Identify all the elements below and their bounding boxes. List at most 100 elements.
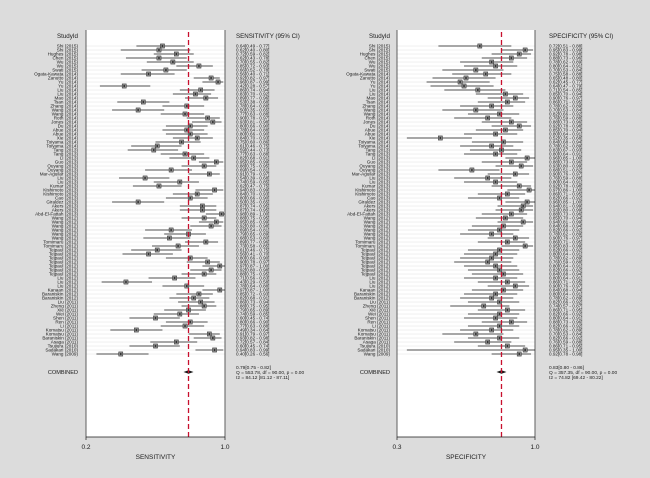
specificity-point-estimate [498,301,501,303]
specificity-study-label: Wang (2012) [364,228,391,233]
sensitivity-combined-stat: Q = 553.78, df = 90.00, p = 0.00 [236,370,304,376]
sensitivity-study-label: Wang (2012) [52,220,79,225]
specificity-point-estimate [463,85,465,87]
specificity-study-label: Wang (2012) [364,236,391,241]
sensitivity-ci-value: 0.90[0.78 - 0.97] [236,116,269,121]
sensitivity-ci-value: 0.53[0.38 - 0.68] [236,100,269,105]
specificity-study-label: Toiyama (2014) [358,140,390,145]
specificity-point-estimate [490,105,493,107]
sensitivity-point-estimate [218,289,221,291]
sensitivity-study-label: Tejpaul (2012) [49,272,79,277]
sensitivity-ci-value: 0.91[0.79 - 0.97] [236,172,269,177]
specificity-point-estimate [510,57,513,59]
specificity-study-label: Ouyang (2013) [359,164,390,169]
specificity-point-estimate [498,325,501,327]
sensitivity-point-estimate [175,53,178,55]
sensitivity-study-label: Abue (2014) [53,132,79,137]
specificity-ci-value: 0.86[0.71 - 0.95] [549,344,582,349]
specificity-ci-value: 0.82[0.66 - 0.92] [549,336,582,341]
sensitivity-point-estimate [189,125,192,127]
sensitivity-ci-value: 0.85[0.72 - 0.93] [236,64,269,69]
specificity-point-estimate [494,153,497,155]
specificity-ci-value: 0.86[0.71 - 0.95] [549,192,582,197]
sensitivity-ci-value: 0.61[0.46 - 0.75] [236,144,269,149]
specificity-point-estimate [484,73,487,75]
specificity-study-label: Wang (2014) [364,108,391,113]
specificity-study-label: Liu (2011) [370,300,391,305]
specificity-study-label: Giraldez (2013) [358,200,390,205]
sensitivity-ci-value: 0.95[0.85 - 0.99] [236,160,269,165]
specificity-study-label: Li (2011) [372,324,390,329]
specificity-ci-value: 0.78[0.62 - 0.89] [549,232,582,237]
sensitivity-study-label: Cao (2013) [55,196,78,201]
specificity-study-label: Chen (2015) [364,56,390,61]
specificity-study-label: Sadakari (2010) [357,348,390,353]
specificity-study-label: Liu (2014) [369,88,390,93]
sensitivity-ci-value: 0.80[0.66 - 0.90] [236,132,269,137]
sensitivity-study-label: Tsujiura (2010) [48,344,79,349]
specificity-point-estimate [490,145,493,147]
specificity-point-estimate [465,77,467,79]
sensitivity-point-estimate [184,113,186,115]
sensitivity-study-label: Tang (2013) [53,152,78,157]
specificity-study-label: Zanutto (2014) [360,76,391,81]
specificity-study-label: Ren (2011) [367,320,390,325]
sensitivity-point-estimate [147,73,150,75]
specificity-ci-value: 0.78[0.62 - 0.89] [549,60,582,65]
specificity-study-label: Abue (2014) [365,132,391,137]
sensitivity-point-estimate [119,353,122,355]
specificity-point-estimate [494,65,497,67]
specificity-ci-value: 0.93[0.80 - 0.99] [549,208,582,213]
specificity-study-label: Komatsu (2011) [358,332,391,337]
specificity-ci-value: 0.78[0.62 - 0.89] [549,144,582,149]
sensitivity-ci-value: 0.86[0.74 - 0.94] [236,88,269,93]
sensitivity-ci-value: 0.43[0.29 - 0.58] [236,280,269,285]
specificity-ci-value: 0.85[0.70 - 0.94] [549,128,582,133]
sensitivity-point-estimate [203,217,206,219]
specificity-ci-value: 0.80[0.64 - 0.91] [549,64,582,69]
specificity-point-estimate [524,49,527,51]
specificity-ci-value: 0.84[0.68 - 0.94] [549,272,582,277]
specificity-point-estimate [459,81,461,83]
specificity-ci-value: 0.88[0.73 - 0.96] [549,320,582,325]
specificity-point-estimate [486,261,489,263]
specificity-point-estimate [514,173,517,175]
sensitivity-point-estimate [198,65,200,67]
specificity-ci-value: 0.94[0.81 - 0.99] [549,204,582,209]
specificity-point-estimate [526,201,529,203]
sensitivity-study-label: Yu (2014) [58,84,78,89]
specificity-ci-value: 0.94[0.81 - 0.99] [549,220,582,225]
sensitivity-study-label: Wang (2012) [52,232,79,237]
specificity-ci-value: 0.78[0.62 - 0.89] [549,256,582,261]
sensitivity-point-estimate [135,329,138,331]
sensitivity-ci-value: 0.62[0.47 - 0.75] [236,184,269,189]
sensitivity-point-estimate [211,337,214,339]
sensitivity-study-label: Ouyang (2013) [47,168,78,173]
sensitivity-study-label: Komatsu (2011) [46,332,79,337]
specificity-point-estimate [476,89,479,91]
sensitivity-ci-value: 0.68[0.53 - 0.80] [236,236,269,241]
specificity-study-label: Baraniskin (2012) [354,292,390,297]
sensitivity-study-label: Liu (2014) [57,92,78,97]
sensitivity-ci-value: 0.80[0.66 - 0.90] [236,124,269,129]
sensitivity-study-label: Li (2013) [60,156,79,161]
specificity-study-label: Du (2014) [370,124,391,129]
sensitivity-study-label: Mar-Aguilar (2013) [40,172,79,177]
sensitivity-study-label: Shen (2011) [53,316,78,321]
sensitivity-study-label: Zhang (2014) [50,104,78,109]
specificity-study-label: Xie (2014) [369,136,391,141]
specificity-ci-value: 0.84[0.68 - 0.94] [549,288,582,293]
sensitivity-combined-stat: I2 = 84.12 [81.12 - 87.11] [236,375,289,381]
specificity-point-estimate [494,317,497,319]
sensitivity-point-estimate [185,105,188,107]
sensitivity-study-label: Tejpaul (2012) [49,268,79,273]
specificity-study-label: Cao (2013) [367,196,390,201]
sensitivity-study-label: Tejpaul (2012) [49,256,79,261]
sensitivity-ci-value: 0.82[0.68 - 0.91] [236,296,269,301]
specificity-ci-value: 0.82[0.66 - 0.92] [549,324,582,329]
specificity-study-label: Tang (2013) [365,152,390,157]
sensitivity-point-estimate [203,305,206,307]
specificity-ci-value: 0.76[0.59 - 0.88] [549,340,582,345]
specificity-point-estimate [471,169,473,171]
